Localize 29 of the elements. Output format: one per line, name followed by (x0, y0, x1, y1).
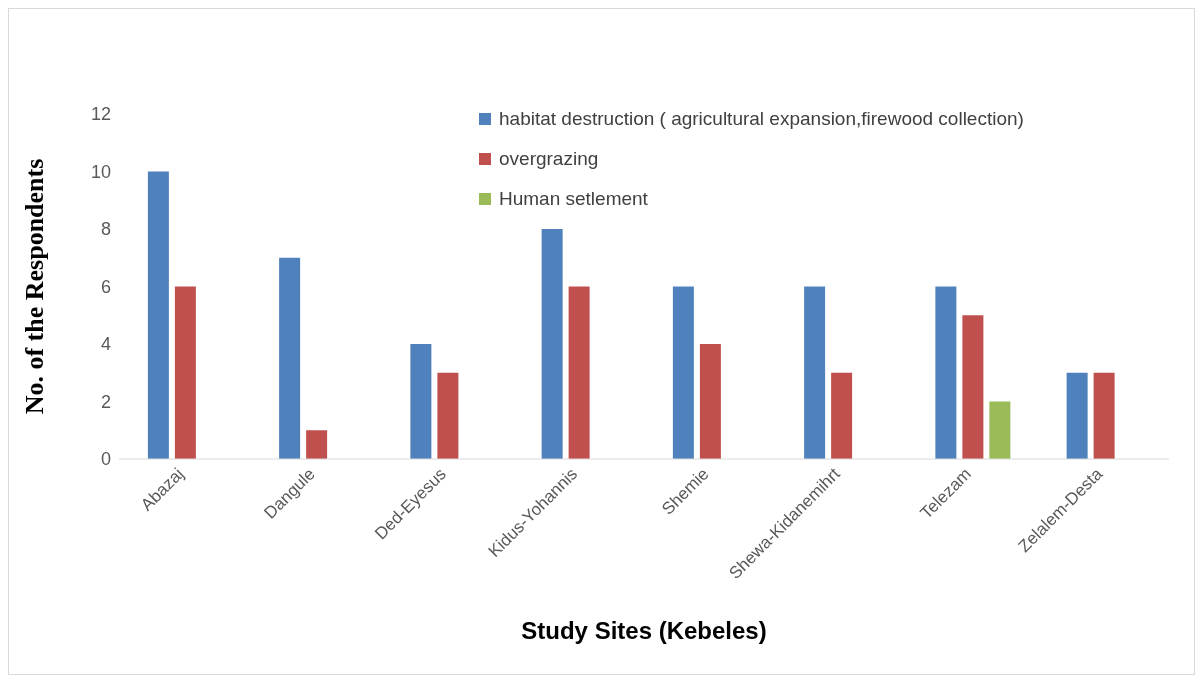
bar (541, 229, 563, 459)
y-tick-label: 6 (100, 276, 111, 297)
bar (279, 257, 301, 459)
bar (568, 286, 590, 459)
bar (1066, 372, 1088, 459)
bar (437, 372, 459, 459)
bar (672, 286, 694, 459)
bar (147, 171, 169, 459)
y-axis-title: No. of the Respondents (20, 158, 50, 415)
bar (699, 344, 721, 459)
bar (989, 401, 1011, 459)
y-tick-label: 12 (90, 104, 111, 125)
legend-label: habitat destruction ( agricultural expansion,firewood collection) (499, 107, 1024, 131)
y-tick-label: 8 (100, 219, 111, 240)
bar (410, 344, 432, 459)
y-tick-label: 10 (90, 161, 111, 182)
legend-label: overgrazing (499, 147, 599, 171)
bar (804, 286, 826, 459)
y-tick-label: 0 (100, 449, 111, 470)
bar (962, 315, 984, 459)
bar (935, 286, 957, 459)
x-axis-title: Study Sites (Kebeles) (521, 617, 767, 644)
y-tick-label: 4 (100, 334, 111, 355)
bar (831, 372, 853, 459)
bar (174, 286, 196, 459)
bar (1093, 372, 1115, 459)
legend-label: Human setlement (499, 187, 648, 211)
bar (306, 430, 328, 459)
y-tick-label: 2 (100, 391, 111, 412)
